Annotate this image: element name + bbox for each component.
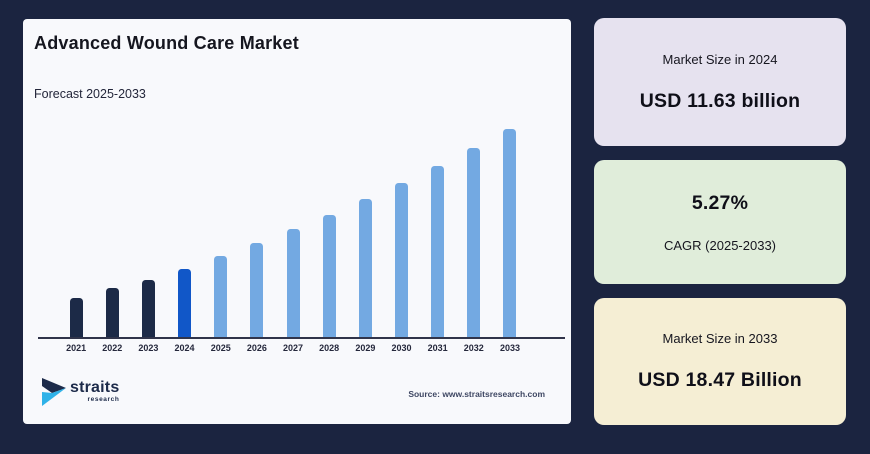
x-tick-2029: 2029	[355, 343, 376, 353]
x-tick-2027: 2027	[283, 343, 304, 353]
bar-rect-2032	[467, 148, 481, 337]
stat-value: USD 11.63 billion	[639, 89, 801, 112]
chart-card: Advanced Wound Care Market Forecast 2025…	[23, 19, 571, 424]
bar-rect-2030	[394, 183, 408, 337]
bar-rect-2027	[286, 229, 300, 337]
x-tick-2032: 2032	[463, 343, 484, 353]
stat-value: 5.27%	[691, 191, 749, 214]
bar-2027	[275, 229, 311, 337]
source-text: Source: www.straitsresearch.com	[408, 389, 545, 399]
x-tick-2024: 2024	[174, 343, 195, 353]
bar-rect-2022	[105, 287, 119, 337]
x-tick-2025: 2025	[210, 343, 231, 353]
bar-2029	[347, 199, 383, 337]
bar-2025	[203, 256, 239, 337]
straits-logo: straits research	[41, 377, 119, 407]
bar-2022	[94, 287, 130, 337]
page-title: Advanced Wound Care Market	[34, 33, 299, 53]
x-tick-2030: 2030	[391, 343, 412, 353]
bar-rect-2026	[250, 243, 264, 337]
x-tick-2028: 2028	[319, 343, 340, 353]
bar-2024	[166, 268, 202, 337]
logo-subname: research	[87, 396, 120, 404]
stat-card-market-size-2033: Market Size in 2033 USD 18.47 Billion	[594, 298, 846, 425]
x-tick-2026: 2026	[246, 343, 267, 353]
bar-rect-2033	[503, 129, 517, 337]
stat-label: Market Size in 2033	[662, 331, 778, 346]
x-tick-2031: 2031	[427, 343, 448, 353]
stat-card-market-size-2024: Market Size in 2024 USD 11.63 billion	[594, 18, 846, 146]
bar-2030	[383, 183, 419, 337]
x-tick-2021: 2021	[66, 343, 87, 353]
bar-2028	[311, 214, 347, 337]
bar-rect-2025	[214, 256, 228, 337]
bar-2033	[492, 129, 528, 337]
bar-rect-2021	[69, 298, 83, 337]
stat-card-cagr: 5.27% CAGR (2025-2033)	[594, 160, 846, 284]
forecast-subtitle: Forecast 2025-2033	[34, 87, 146, 101]
x-tick-2033: 2033	[499, 343, 520, 353]
straits-logo-text: straits research	[70, 380, 119, 404]
stat-value: USD 18.47 Billion	[638, 369, 802, 391]
bar-rect-2023	[141, 279, 155, 337]
bar-chart	[58, 112, 528, 337]
bar-2031	[420, 166, 456, 337]
bar-rect-2031	[431, 166, 445, 337]
bar-rect-2028	[322, 214, 336, 337]
stat-label: CAGR (2025-2033)	[664, 237, 776, 253]
bar-2032	[456, 148, 492, 337]
bar-rect-2024	[178, 268, 192, 337]
bar-2026	[239, 243, 275, 337]
straits-logo-icon	[42, 378, 66, 406]
bar-2023	[130, 279, 166, 337]
x-axis-labels: 2021 2022 2023 2024 2025 2026 2027 2028 2029 2030…	[58, 343, 528, 353]
x-tick-2023: 2023	[138, 343, 159, 353]
logo-name: straits	[70, 379, 120, 397]
bar-rect-2029	[358, 199, 372, 337]
stat-label: Market Size in 2024	[662, 51, 778, 67]
x-axis-line	[38, 337, 565, 339]
bar-2021	[58, 298, 94, 337]
x-tick-2022: 2022	[102, 343, 123, 353]
